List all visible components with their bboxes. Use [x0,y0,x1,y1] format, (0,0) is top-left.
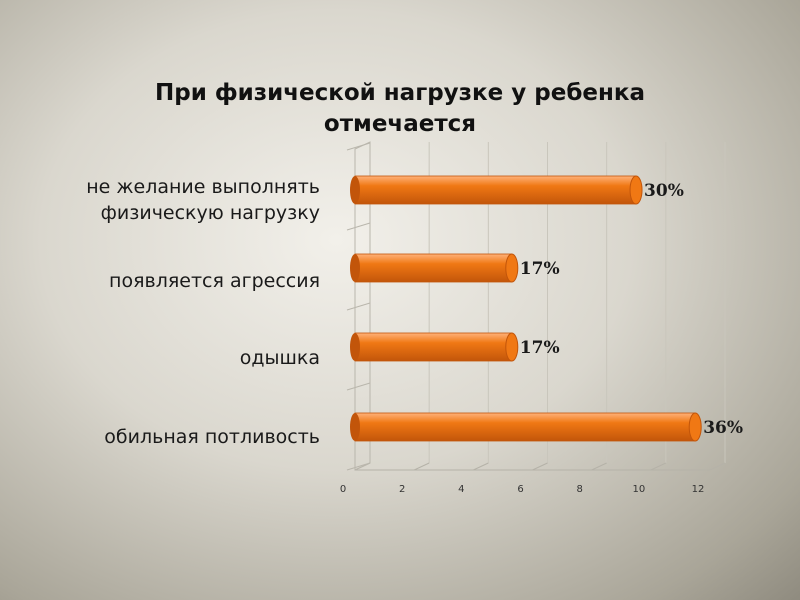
x-tick-label: 10 [632,484,645,495]
x-tick-label: 6 [517,484,523,495]
bar-body [354,175,637,205]
data-label: 17% [520,338,560,358]
floor-gridline [591,462,607,471]
category-label-sweating: обильная потливость [104,426,320,448]
bar-body [354,412,696,442]
x-tick-label: 8 [576,484,582,495]
floor-gridline [650,462,667,471]
bar-start-cap [350,333,360,361]
bar-start-cap [350,413,360,441]
x-tick-label: 4 [458,484,464,495]
floor-gridline [709,462,726,471]
bar-start-cap [350,254,360,282]
chart-data-labels: 30% 17% 17% 36% [520,181,743,438]
bar [350,175,643,205]
category-label-shortness-of-breath: одышка [239,347,320,369]
chart-bars [350,175,702,442]
category-separator [346,302,371,311]
bar-body [354,253,513,283]
category-separator [346,462,371,471]
bar-body [354,332,513,362]
floor-gridline [473,462,489,471]
bar [350,332,519,362]
data-label: 17% [520,259,560,279]
floor-gridline [413,462,430,471]
x-tick-label: 0 [340,484,346,495]
bar-end-cap [505,253,519,283]
chart-title: При физической нагрузке у ребенка отмеча… [154,80,646,137]
bar-end-cap [688,412,702,442]
floor-gridline [532,462,548,471]
x-tick-label: 2 [399,484,405,495]
category-separator [346,222,371,231]
x-tick-label: 12 [692,484,705,495]
bar-end-cap [629,175,643,205]
data-label: 36% [703,418,743,438]
bar [350,253,519,283]
category-separator [346,142,371,151]
category-label-aggression: появляется агрессия [109,270,320,292]
x-axis-ticks: 0 2 4 6 8 10 12 [340,484,705,495]
data-label: 30% [644,181,684,201]
category-separator [346,382,371,391]
bar-start-cap [350,176,360,204]
bar-end-cap [505,332,519,362]
bar [350,412,702,442]
category-label-no-desire: не желание выполнять физическую нагрузку [86,176,320,224]
